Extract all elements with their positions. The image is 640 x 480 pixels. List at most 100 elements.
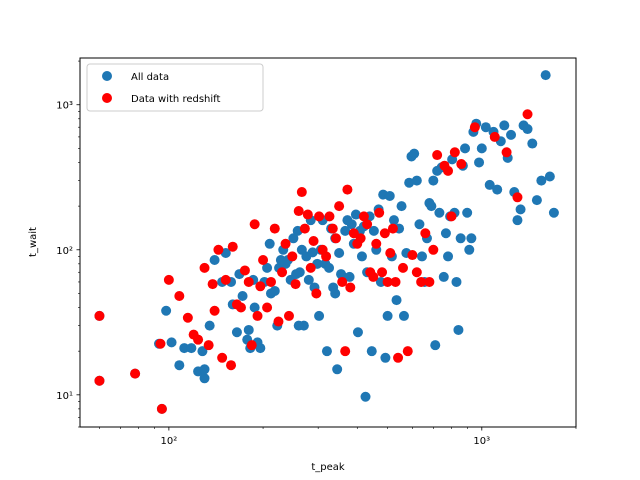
all-data-point-89 — [391, 295, 402, 306]
redshift-point-79 — [432, 150, 443, 161]
all-data-point-6 — [166, 337, 177, 348]
all-data-point-107 — [434, 207, 445, 218]
all-data-point-110 — [440, 228, 451, 239]
y-tick-label: 10² — [56, 246, 73, 257]
all-data-point-12 — [199, 373, 210, 384]
all-data-point-134 — [506, 129, 517, 140]
all-data-point-68 — [346, 219, 357, 230]
all-data-point-142 — [536, 175, 547, 186]
redshift-point-67 — [385, 248, 396, 259]
all-data-point-57 — [324, 262, 335, 273]
redshift-point-85 — [469, 122, 480, 133]
all-data-point-147 — [243, 324, 254, 335]
redshift-point-26 — [255, 281, 266, 292]
all-data-point-47 — [303, 274, 314, 285]
redshift-point-58 — [358, 211, 369, 222]
redshift-point-88 — [512, 192, 523, 203]
redshift-point-24 — [249, 219, 260, 230]
all-data-point-115 — [451, 276, 462, 287]
all-data-point-97 — [411, 175, 422, 186]
redshift-point-29 — [265, 276, 276, 287]
redshift-point-4 — [156, 403, 167, 414]
redshift-point-64 — [377, 267, 388, 278]
redshift-point-63 — [374, 207, 385, 218]
redshift-point-69 — [390, 276, 401, 287]
all-data-point-25 — [249, 302, 260, 313]
redshift-point-39 — [299, 223, 310, 234]
all-data-point-85 — [382, 310, 393, 321]
redshift-point-20 — [235, 302, 246, 313]
redshift-point-73 — [407, 250, 418, 261]
all-data-point-56 — [321, 346, 332, 357]
all-data-point-84 — [380, 352, 391, 363]
redshift-point-40 — [302, 209, 313, 220]
all-data-point-126 — [476, 143, 487, 154]
all-data-point-122 — [466, 233, 477, 244]
all-data-point-52 — [314, 310, 325, 321]
all-data-point-140 — [527, 138, 538, 149]
all-data-point-91 — [396, 201, 407, 212]
redshift-point-47 — [324, 211, 335, 222]
all-data-point-139 — [522, 124, 533, 135]
y-axis: 10¹ 10² 10³ — [56, 60, 80, 428]
all-data-point-103 — [426, 201, 437, 212]
redshift-point-32 — [277, 267, 288, 278]
all-data-point-141 — [531, 195, 542, 206]
redshift-point-65 — [379, 228, 390, 239]
all-data-point-92 — [398, 310, 409, 321]
redshift-point-75 — [416, 276, 427, 287]
redshift-point-52 — [340, 346, 351, 357]
all-data-point-30 — [264, 238, 275, 249]
redshift-point-68 — [387, 223, 398, 234]
redshift-point-44 — [314, 211, 325, 222]
all-data-point-65 — [340, 225, 351, 236]
redshift-point-86 — [489, 131, 500, 142]
all-data-point-128 — [484, 179, 495, 190]
redshift-point-82 — [446, 211, 457, 222]
redshift-point-15 — [217, 352, 228, 363]
all-data-point-61 — [332, 364, 343, 375]
redshift-point-17 — [226, 360, 237, 371]
redshift-point-50 — [334, 201, 345, 212]
redshift-point-37 — [293, 206, 304, 217]
redshift-point-11 — [203, 340, 214, 351]
redshift-point-76 — [420, 228, 431, 239]
all-data-point-125 — [474, 157, 485, 168]
all-data-point-73 — [356, 251, 367, 262]
redshift-point-57 — [355, 233, 366, 244]
all-data-point-127 — [480, 122, 491, 133]
redshift-point-35 — [287, 251, 298, 262]
redshift-point-71 — [398, 262, 408, 273]
all-data-point-71 — [352, 327, 363, 338]
redshift-point-41 — [305, 262, 316, 273]
all-data-point-7 — [174, 360, 185, 371]
redshift-point-30 — [269, 223, 280, 234]
all-data-point-32 — [269, 285, 280, 296]
redshift-point-25 — [252, 310, 263, 321]
redshift-point-70 — [393, 352, 404, 363]
all-data-point-96 — [409, 148, 420, 159]
redshift-point-48 — [327, 223, 338, 234]
redshift-point-0 — [94, 310, 105, 321]
all-data-point-132 — [499, 120, 510, 131]
redshift-point-46 — [321, 251, 332, 262]
redshift-point-61 — [368, 271, 379, 282]
legend-marker-redshift — [102, 93, 112, 103]
redshift-point-23 — [246, 340, 257, 351]
all-data-point-62 — [334, 248, 345, 259]
all-data-point-29 — [262, 262, 273, 273]
redshift-point-81 — [443, 165, 454, 176]
redshift-point-22 — [243, 276, 254, 287]
all-data-point-75 — [360, 391, 371, 402]
redshift-point-54 — [345, 282, 356, 293]
all-data-point-137 — [515, 204, 526, 215]
redshift-point-3 — [155, 338, 166, 349]
redshift-point-53 — [342, 184, 353, 195]
redshift-point-33 — [280, 238, 291, 249]
all-data-point-144 — [544, 171, 555, 182]
y-tick-label: 10¹ — [56, 391, 73, 402]
redshift-point-12 — [207, 279, 218, 290]
redshift-point-6 — [174, 291, 185, 302]
all-data-point-21 — [237, 291, 248, 302]
